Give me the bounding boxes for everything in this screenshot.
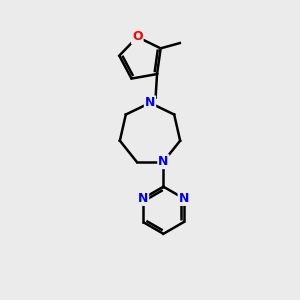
Text: N: N: [178, 192, 189, 205]
Text: O: O: [132, 31, 142, 44]
Text: N: N: [145, 96, 155, 110]
Text: N: N: [158, 155, 169, 168]
Text: N: N: [138, 192, 148, 205]
